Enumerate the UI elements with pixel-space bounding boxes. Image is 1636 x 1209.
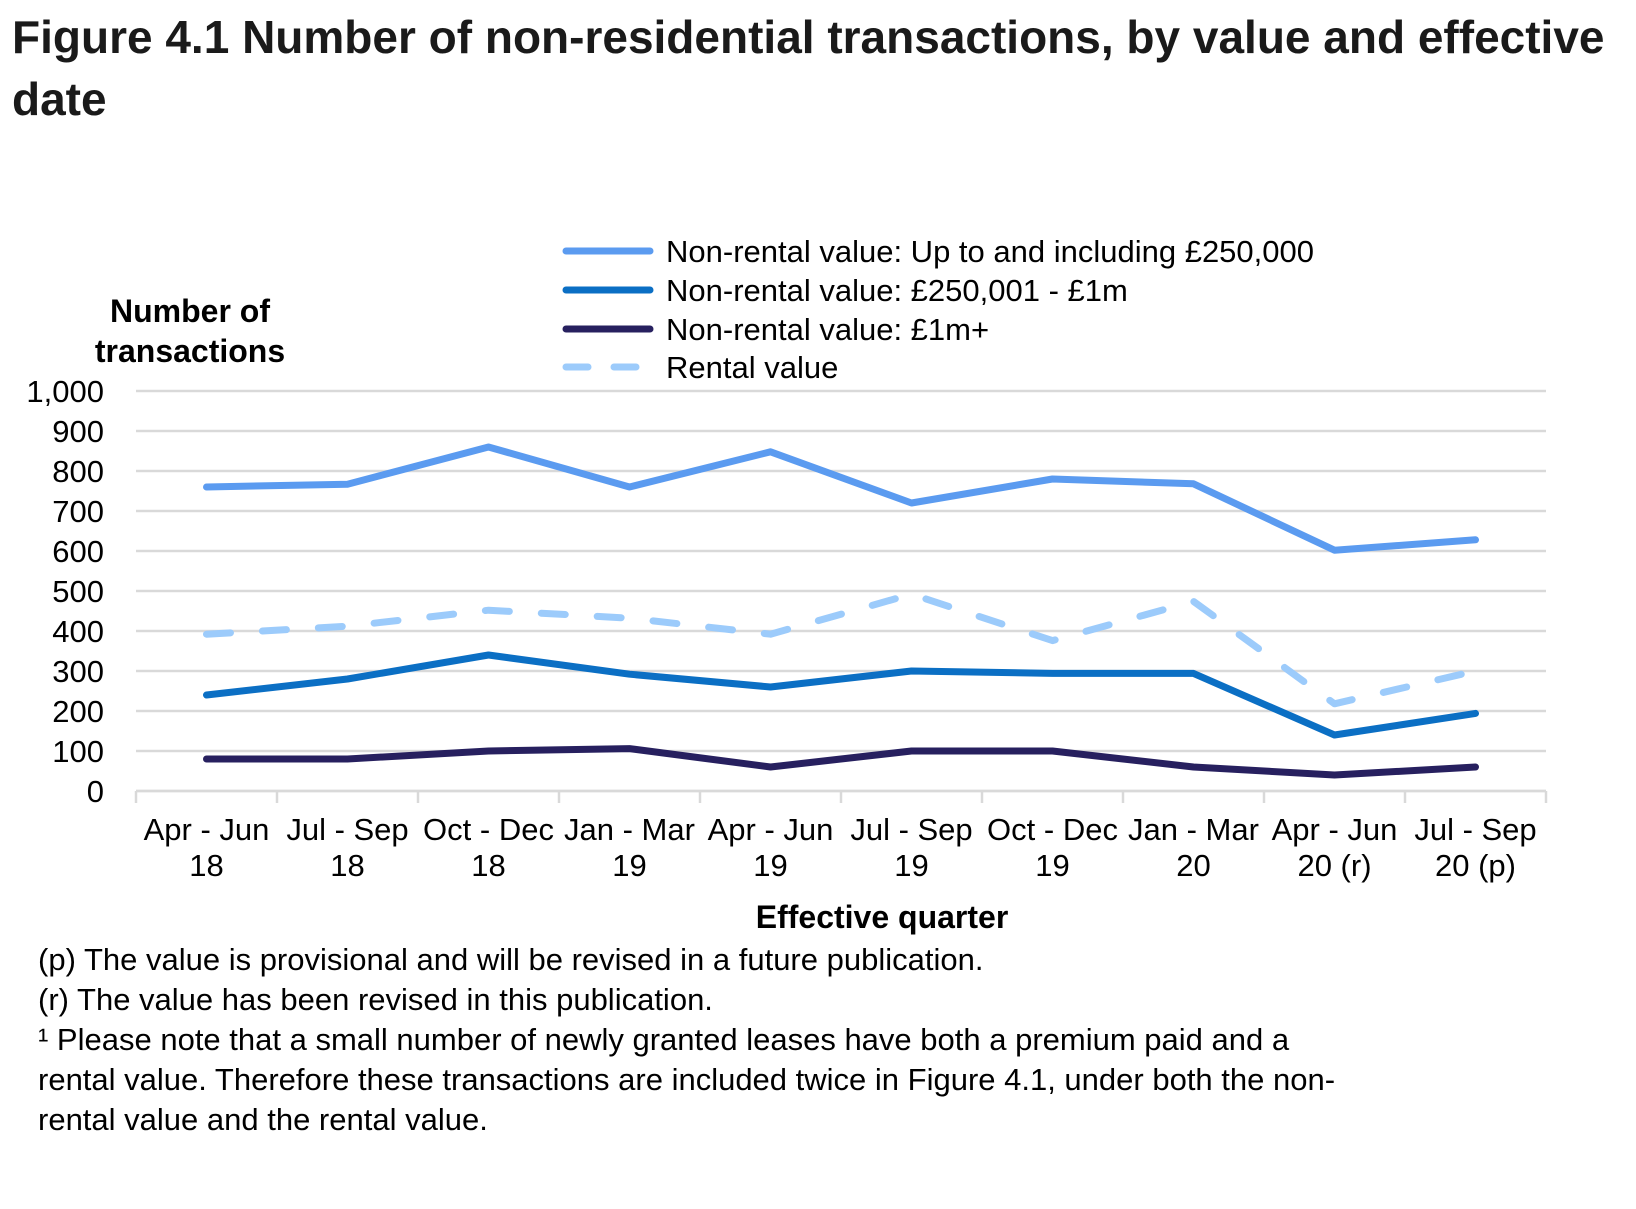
legend: Non-rental value: Up to and including £2…	[562, 234, 1314, 385]
x-tick-label: Jul - Sep	[1414, 812, 1536, 847]
y-tick-label: 500	[52, 574, 104, 609]
x-tick-label: Apr - Jun	[1272, 812, 1398, 847]
x-tick-label-year: 18	[471, 848, 505, 883]
x-tick-label: Apr - Jun	[708, 812, 834, 847]
y-tick-label: 900	[52, 414, 104, 449]
y-tick-label: 800	[52, 454, 104, 489]
x-tick-label: Jul - Sep	[850, 812, 972, 847]
x-tick-label-year: 20 (r)	[1297, 848, 1371, 883]
x-tick-label-year: 18	[330, 848, 364, 883]
legend-label-3: Rental value	[666, 350, 838, 385]
x-tick-label-year: 20	[1176, 848, 1210, 883]
legend-label-2: Non-rental value: £1m+	[666, 312, 989, 347]
series-line-1	[203, 651, 1479, 739]
x-tick-label-year: 18	[189, 848, 223, 883]
x-tick-label-year: 20 (p)	[1435, 848, 1516, 883]
legend-label-0: Non-rental value: Up to and including £2…	[666, 234, 1314, 269]
gridlines	[136, 389, 1546, 793]
y-tick-label: 400	[52, 614, 104, 649]
y-tick-label: 200	[52, 694, 104, 729]
footnote-leases-line-2: rental value. Therefore these transactio…	[38, 1062, 1336, 1097]
chart-title: Figure 4.1 Number of non-residential tra…	[12, 11, 1605, 125]
y-axis: 0 100 200 300 400 500 600 700 800 900 1,000	[26, 374, 104, 809]
y-tick-label: 1,000	[26, 374, 104, 409]
x-tick-label: Oct - Dec	[423, 812, 554, 847]
y-tick-label: 300	[52, 654, 104, 689]
x-tick-label: Oct - Dec	[987, 812, 1118, 847]
footnote-leases-line-1: ¹ Please note that a small number of new…	[38, 1022, 1290, 1057]
y-tick-label: 600	[52, 534, 104, 569]
y-axis-title-line-1: Number of	[110, 293, 270, 329]
footnote-provisional: (p) The value is provisional and will be…	[38, 942, 984, 977]
series-lines	[203, 443, 1479, 779]
y-axis-title-line-2: transactions	[95, 333, 285, 369]
x-tick-label: Jan - Mar	[1128, 812, 1259, 847]
y-tick-label: 700	[52, 494, 104, 529]
footnotes: (p) The value is provisional and will be…	[38, 940, 1578, 1140]
x-tick-label: Jul - Sep	[286, 812, 408, 847]
x-tick-label-year: 19	[753, 848, 787, 883]
legend-label-1: Non-rental value: £250,001 - £1m	[666, 273, 1128, 308]
series-line-2	[203, 745, 1479, 779]
x-tick-label-year: 19	[894, 848, 928, 883]
x-tick-label-year: 19	[612, 848, 646, 883]
y-tick-label: 0	[87, 774, 104, 809]
series-line-0	[203, 443, 1479, 554]
x-axis-title: Effective quarter	[756, 899, 1009, 935]
series-line-3	[203, 590, 1479, 708]
x-tick-label-year: 19	[1035, 848, 1069, 883]
footnote-revised: (r) The value has been revised in this p…	[38, 982, 713, 1017]
x-tick-label: Jan - Mar	[564, 812, 695, 847]
footnote-leases-line-3: rental value and the rental value.	[38, 1102, 488, 1137]
y-tick-label: 100	[52, 734, 104, 769]
x-tick-label: Apr - Jun	[144, 812, 270, 847]
